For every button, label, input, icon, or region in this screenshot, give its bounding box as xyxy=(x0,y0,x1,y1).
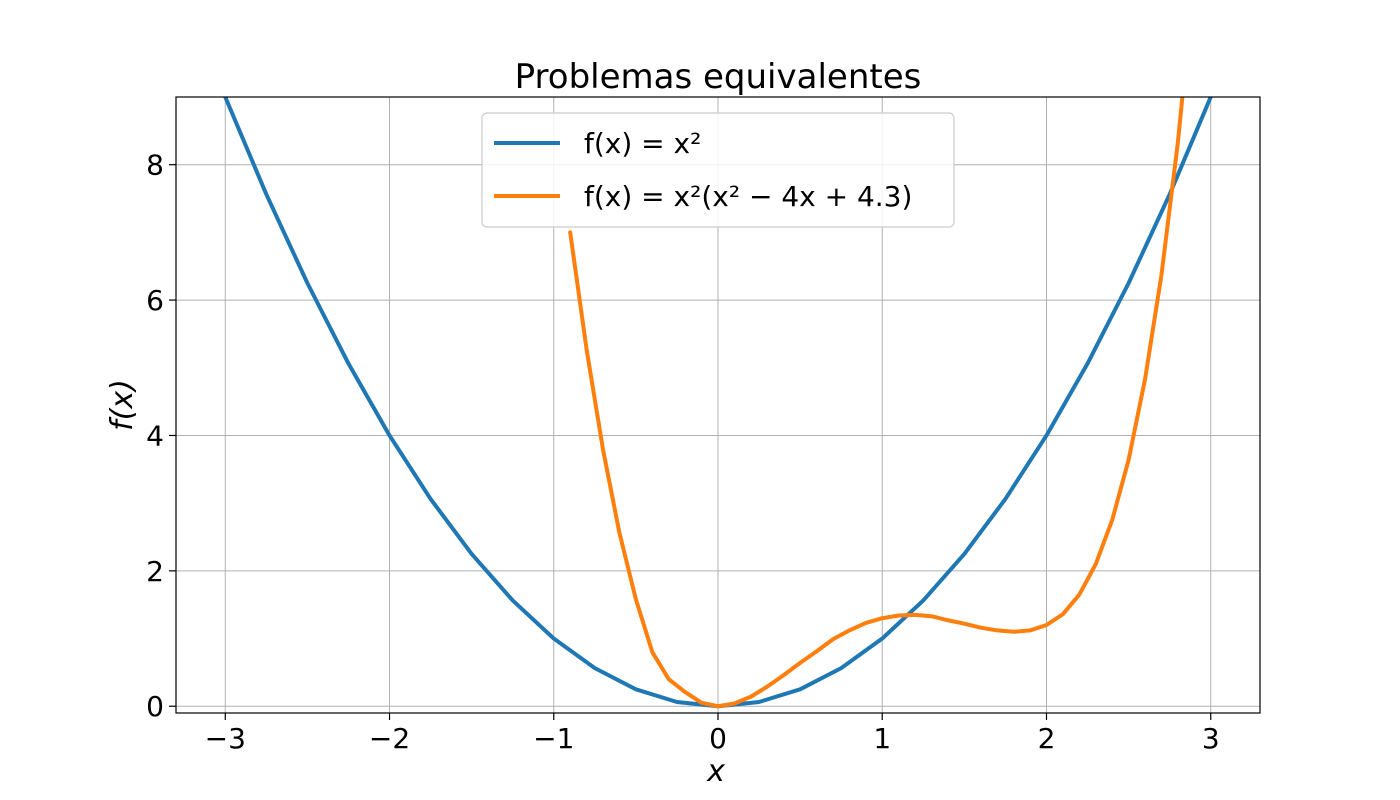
legend: f(x) = x² f(x) = x²(x² − 4x + 4.3) xyxy=(481,112,955,228)
x-tick-label: 1 xyxy=(873,722,891,755)
y-tick-label: 0 xyxy=(146,690,164,723)
x-tick-label: 3 xyxy=(1202,722,1220,755)
x-tick-label: −2 xyxy=(369,722,410,755)
x-tick-label: −1 xyxy=(533,722,574,755)
y-tick-label: 2 xyxy=(146,555,164,588)
legend-label-series-1: f(x) = x² xyxy=(584,127,701,160)
x-tick-label: 2 xyxy=(1038,722,1056,755)
x-axis: −3 −2 −1 0 1 2 3 xyxy=(205,713,1220,755)
y-tick-label: 8 xyxy=(146,149,164,182)
y-axis-label: f(x) xyxy=(105,379,140,431)
legend-box xyxy=(481,112,955,228)
chart-title: Problemas equivalentes xyxy=(515,57,922,97)
y-tick-label: 6 xyxy=(146,284,164,317)
legend-label-series-2: f(x) = x²(x² − 4x + 4.3) xyxy=(584,180,912,213)
x-axis-label: x xyxy=(706,754,725,789)
series-line-2 xyxy=(568,97,1185,709)
y-axis: 0 2 4 6 8 xyxy=(146,149,176,723)
series-layer xyxy=(223,97,1213,709)
y-tick-label: 4 xyxy=(146,419,164,452)
x-tick-label: 0 xyxy=(709,722,727,755)
x-tick-label: −3 xyxy=(205,722,246,755)
